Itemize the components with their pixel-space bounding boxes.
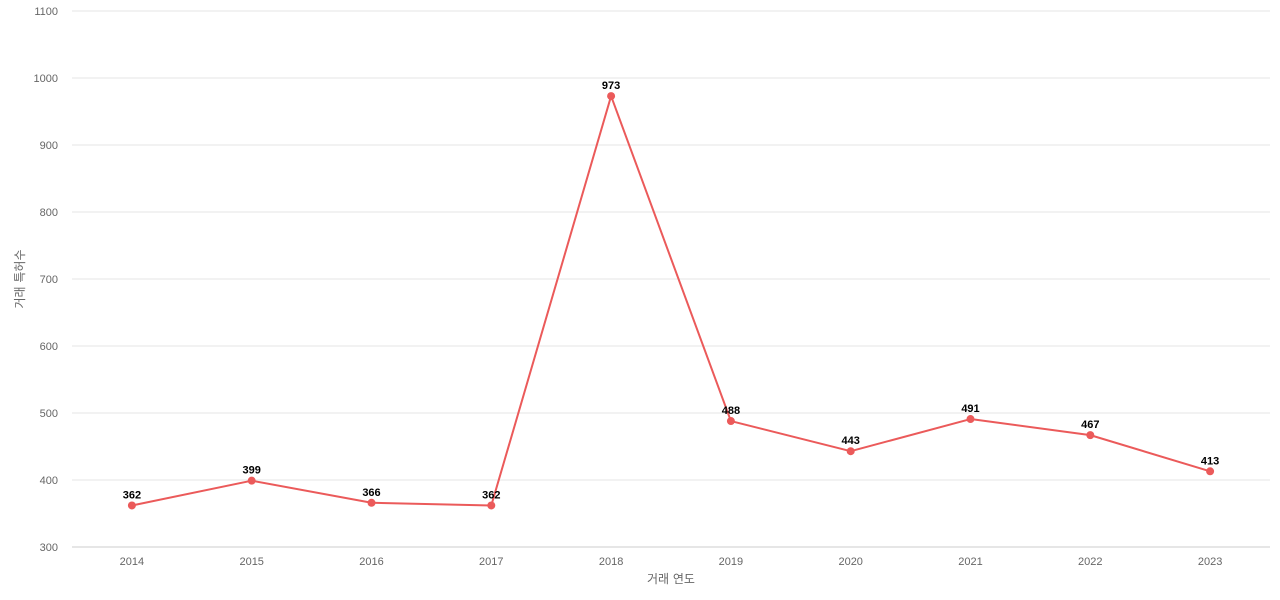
y-tick-label: 900: [40, 140, 58, 152]
data-label: 399: [243, 465, 261, 477]
series: [127, 92, 1215, 510]
data-label: 443: [842, 435, 860, 447]
x-tick-label: 2019: [719, 556, 743, 568]
y-tick-label: 700: [40, 274, 58, 286]
data-label: 973: [602, 80, 620, 92]
data-label: 413: [1201, 455, 1219, 467]
x-tick-label: 2018: [599, 556, 623, 568]
x-tick-label: 2017: [479, 556, 503, 568]
x-axis-ticks: 2014 2015 2016 2017 2018 2019 2020 2021 2022 2023: [120, 556, 1223, 568]
data-labels: 362 399 366 362 973 488 443 491 467 413: [123, 80, 1220, 501]
data-point[interactable]: [846, 447, 855, 456]
data-label: 362: [482, 489, 500, 501]
data-label: 491: [961, 403, 979, 415]
x-tick-label: 2015: [239, 556, 263, 568]
x-tick-label: 2021: [958, 556, 982, 568]
grid: [72, 10, 1270, 481]
y-tick-label: 300: [40, 542, 58, 554]
x-tick-label: 2020: [838, 556, 862, 568]
y-tick-label: 600: [40, 341, 58, 353]
data-point[interactable]: [607, 92, 616, 101]
data-point[interactable]: [127, 501, 136, 510]
y-tick-label: 500: [40, 408, 58, 420]
x-tick-label: 2023: [1198, 556, 1222, 568]
y-tick-label: 400: [40, 475, 58, 487]
data-point[interactable]: [487, 501, 496, 510]
data-point[interactable]: [247, 476, 256, 485]
x-tick-label: 2014: [120, 556, 144, 568]
y-axis-title: 거래 특허수: [13, 249, 27, 308]
data-point[interactable]: [966, 415, 975, 424]
y-tick-label: 800: [40, 207, 58, 219]
y-tick-label: 1000: [34, 73, 58, 85]
data-point[interactable]: [367, 498, 376, 507]
data-point[interactable]: [1206, 467, 1215, 476]
data-label: 488: [722, 405, 740, 417]
data-point[interactable]: [1086, 431, 1095, 440]
data-point[interactable]: [726, 417, 735, 426]
y-tick-label: 1100: [34, 6, 58, 18]
series-line: [131, 95, 1211, 507]
x-axis-title: 거래 연도: [647, 572, 695, 586]
data-label: 467: [1081, 419, 1099, 431]
x-tick-label: 2016: [359, 556, 383, 568]
data-label: 366: [362, 487, 380, 499]
x-tick-label: 2022: [1078, 556, 1102, 568]
y-axis-ticks: 300 400 500 600 700 800 900 1000 1100: [34, 6, 58, 554]
data-label: 362: [123, 489, 141, 501]
